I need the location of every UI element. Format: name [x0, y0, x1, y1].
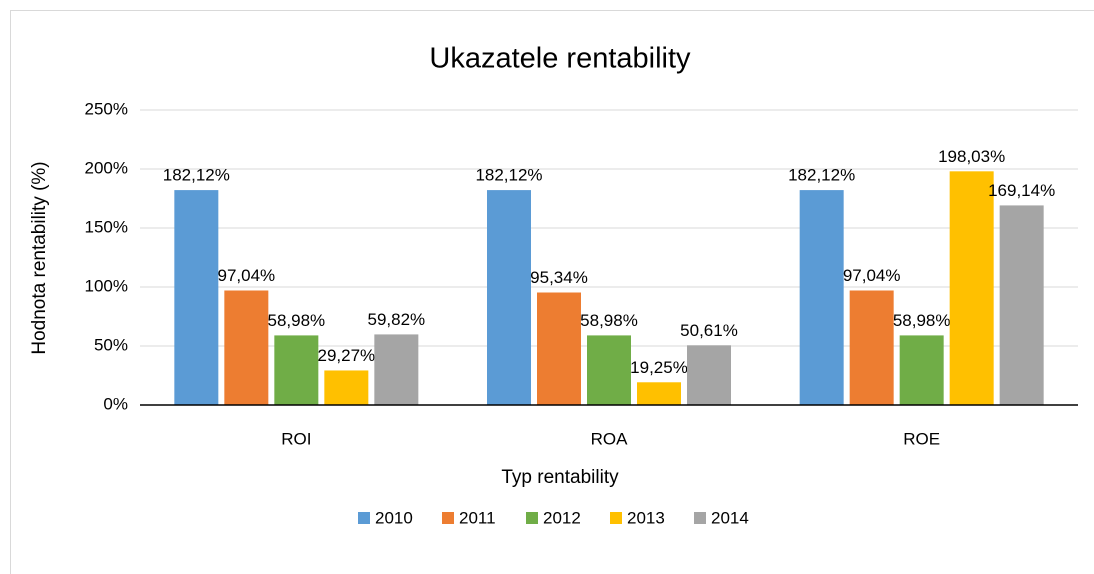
legend-swatch [358, 512, 370, 524]
bar [224, 290, 269, 405]
legend-swatch [610, 512, 622, 524]
x-axis-title: Typ rentability [501, 467, 619, 488]
data-label: 97,04% [843, 266, 901, 285]
bar [637, 382, 681, 405]
y-tick-label: 150% [85, 217, 128, 236]
data-label: 182,12% [788, 166, 855, 185]
y-tick-label: 100% [85, 276, 128, 295]
chart-border [10, 10, 1094, 574]
bar [487, 190, 531, 405]
data-label: 182,12% [163, 166, 230, 185]
bar [687, 345, 731, 405]
bar [537, 292, 581, 405]
x-tick-label: ROI [281, 429, 311, 448]
data-label: 58,98% [893, 311, 951, 330]
legend-label: 2014 [711, 508, 749, 527]
bar [949, 171, 994, 405]
legend-label: 2010 [375, 508, 413, 527]
data-label: 198,03% [938, 147, 1005, 166]
y-tick-label: 0% [103, 394, 128, 413]
bar [587, 335, 631, 405]
data-label: 95,34% [530, 268, 588, 287]
bar [174, 190, 219, 405]
chart-title: Ukazatele rentability [429, 43, 691, 75]
data-label: 58,98% [580, 311, 638, 330]
y-tick-label: 250% [85, 99, 128, 118]
bar [374, 334, 419, 405]
y-tick-label: 50% [94, 335, 128, 354]
data-label: 97,04% [217, 266, 275, 285]
data-label: 169,14% [988, 181, 1055, 200]
bar [799, 190, 844, 405]
x-tick-label: ROE [903, 429, 940, 448]
data-label: 19,25% [630, 358, 688, 377]
data-label: 59,82% [367, 310, 425, 329]
data-label: 50,61% [680, 321, 738, 340]
bar [899, 335, 944, 405]
legend-swatch [442, 512, 454, 524]
bar [274, 335, 319, 405]
bar [849, 290, 894, 405]
data-label: 182,12% [475, 166, 542, 185]
legend-label: 2012 [543, 508, 581, 527]
data-label: 58,98% [267, 311, 325, 330]
y-axis-title: Hodnota rentability (%) [29, 161, 50, 354]
legend-swatch [694, 512, 706, 524]
legend-label: 2011 [459, 508, 496, 527]
bar [324, 370, 369, 405]
y-tick-label: 200% [85, 158, 128, 177]
data-label: 29,27% [317, 346, 375, 365]
legend-label: 2013 [627, 508, 665, 527]
legend-swatch [526, 512, 538, 524]
bar [999, 205, 1044, 405]
x-tick-label: ROA [591, 429, 629, 448]
